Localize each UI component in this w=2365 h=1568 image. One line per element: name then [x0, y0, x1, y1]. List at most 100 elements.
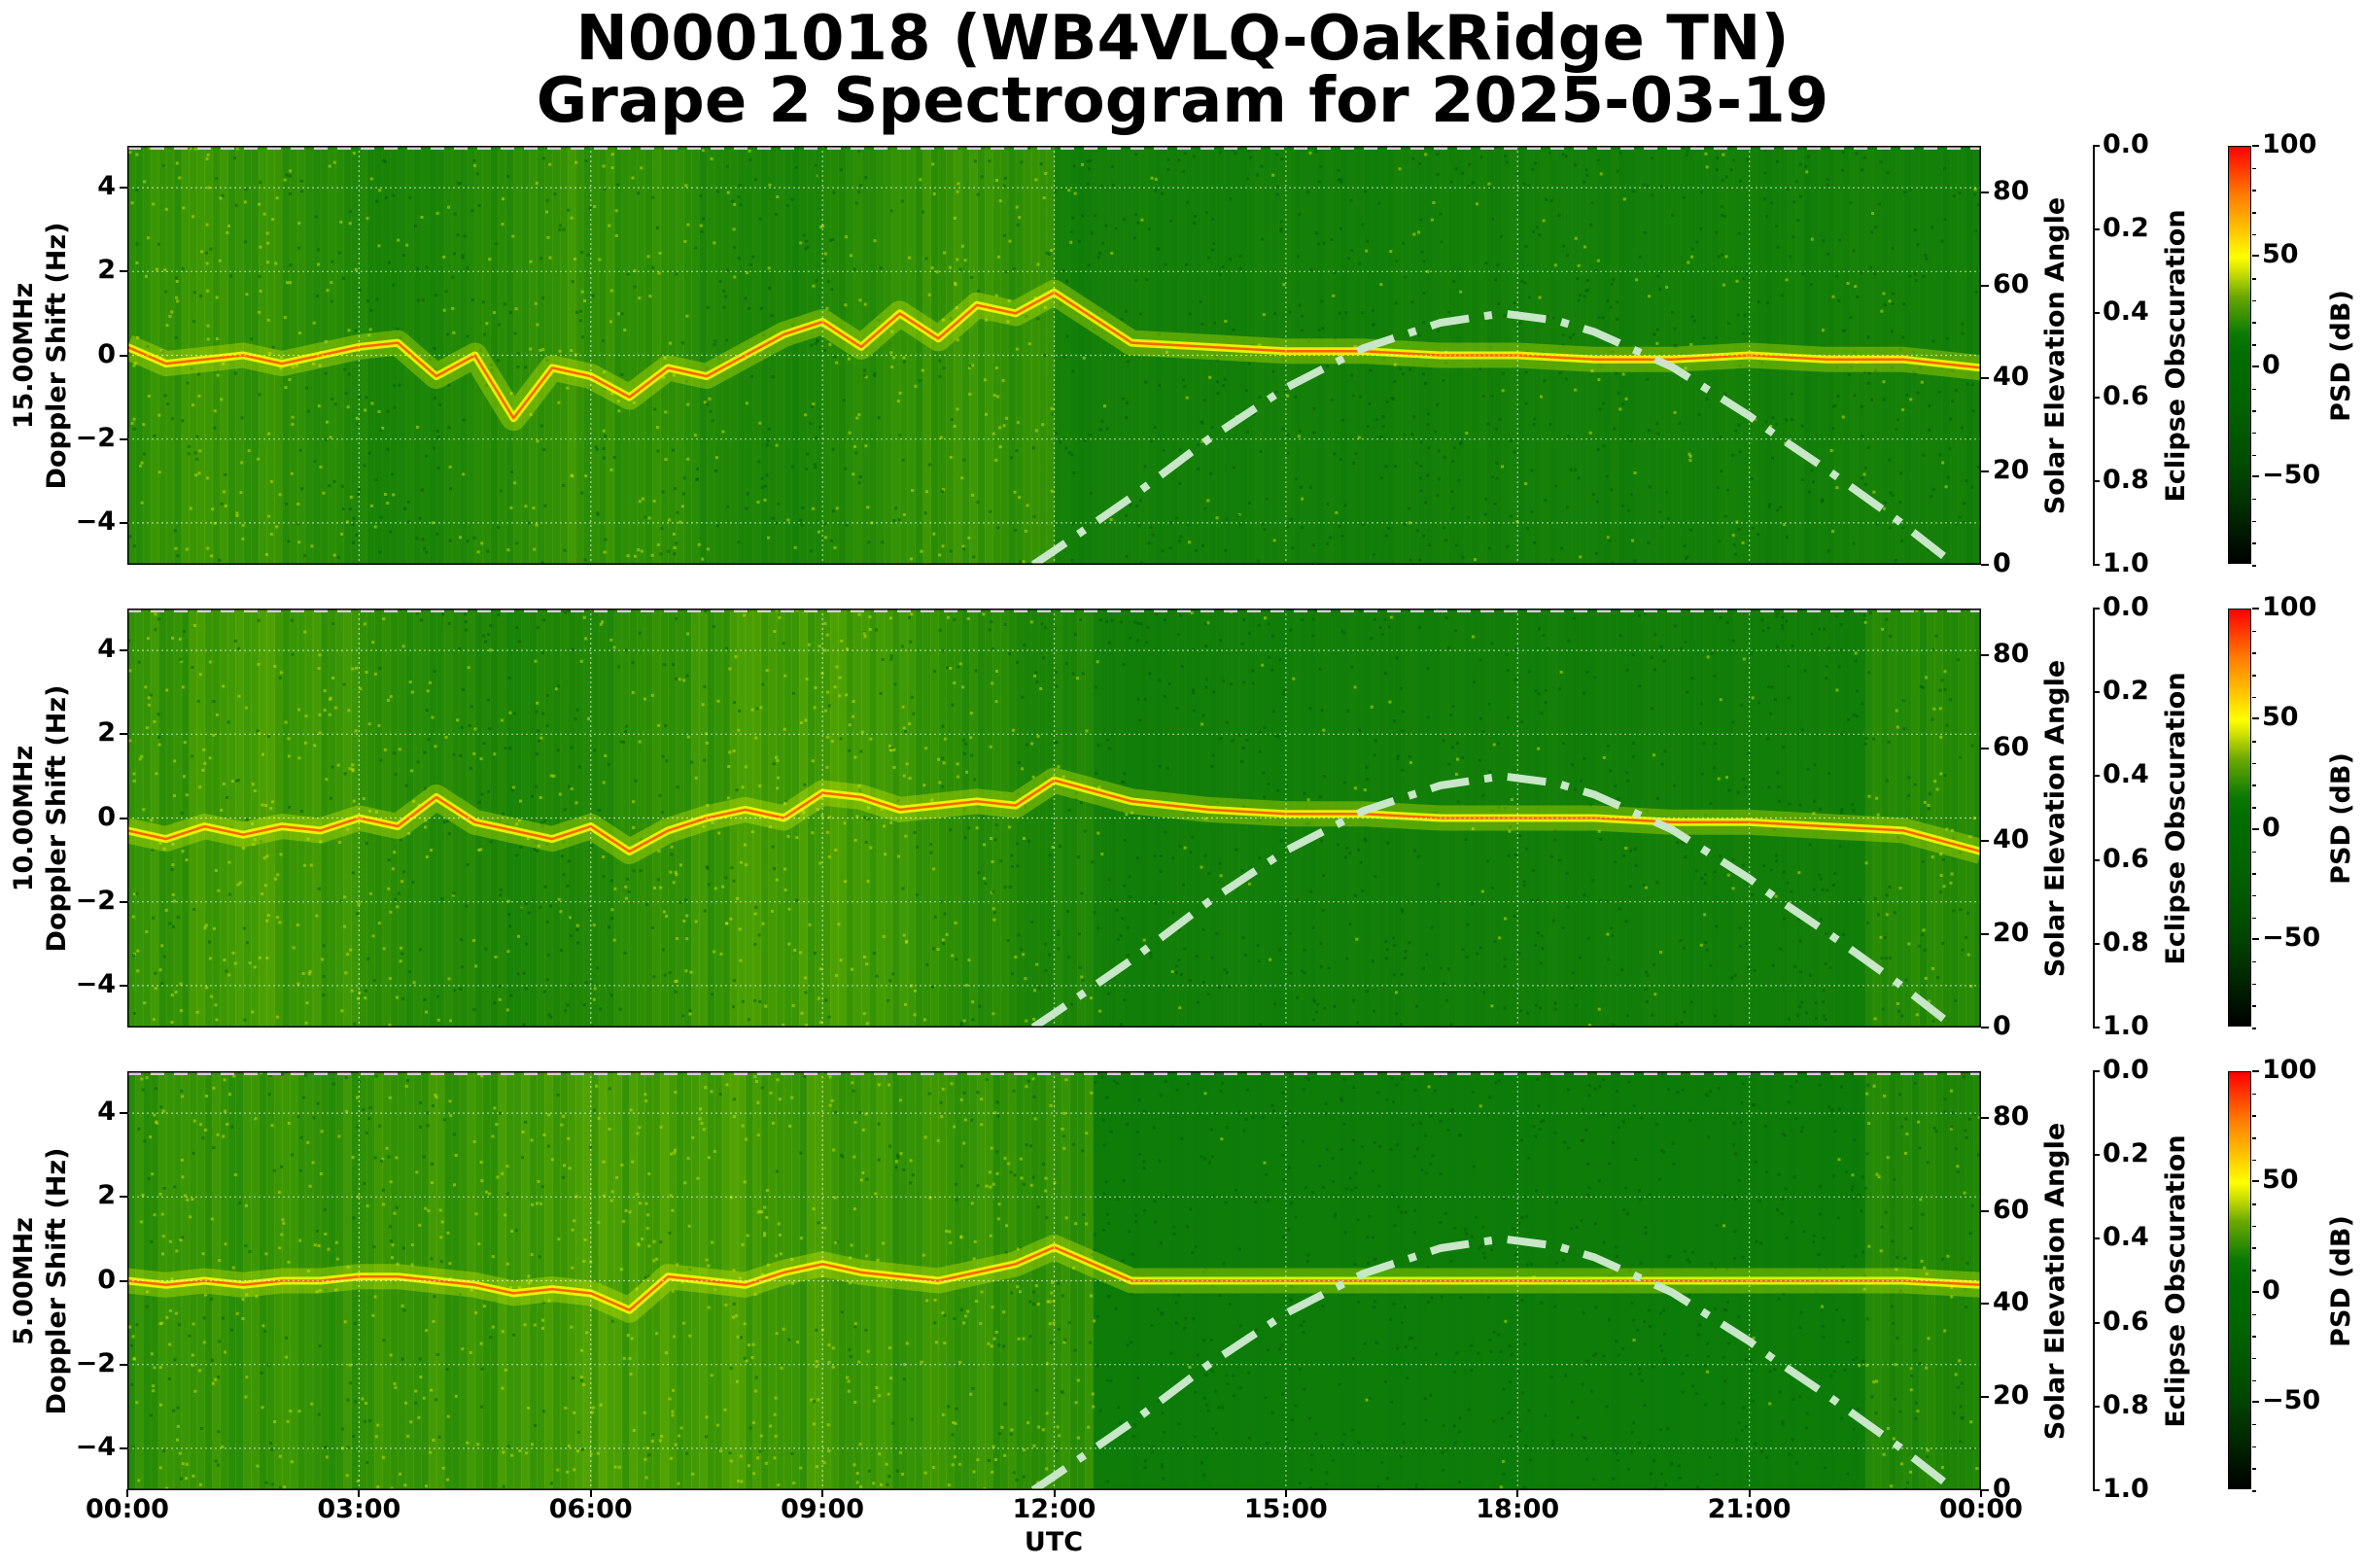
- x-tick: [1516, 1489, 1519, 1497]
- colorbar-minor-tick: [2252, 1313, 2256, 1316]
- x-tick: [1748, 1489, 1751, 1497]
- solar-tick-label: 20: [1993, 455, 2030, 486]
- eclipse-tick-label: 0.8: [2103, 464, 2149, 495]
- eclipse-tick: [2093, 312, 2100, 315]
- y-tick: [120, 1446, 127, 1449]
- y-tick: [120, 1279, 127, 1282]
- x-tick-label: 00:00: [86, 1494, 169, 1524]
- y-tick: [120, 1112, 127, 1115]
- colorbar-tick: [2252, 938, 2259, 941]
- solar-tick-label: 20: [1993, 1380, 2030, 1411]
- y-tick-label: −4: [75, 968, 116, 999]
- colorbar-tick: [2252, 717, 2259, 720]
- x-tick: [589, 1489, 592, 1497]
- eclipse-tick-label: 0.8: [2103, 926, 2149, 958]
- y-tick-label: 2: [97, 1180, 116, 1211]
- solar-tick: [1981, 1027, 1989, 1028]
- colorbar-minor-tick: [2252, 542, 2256, 544]
- eclipse-tick-label: 0.8: [2103, 1389, 2149, 1420]
- x-tick: [1980, 1489, 1982, 1497]
- colorbar-tick-label: 50: [2262, 702, 2299, 733]
- eclipse-tick: [2093, 691, 2100, 694]
- x-tick: [821, 1489, 824, 1497]
- solar-elevation-curve: [1030, 309, 1958, 565]
- eclipse-axis-label: Eclipse Obscuration: [2161, 671, 2191, 965]
- eclipse-tick: [2093, 145, 2100, 147]
- eclipse-tick: [2093, 608, 2100, 610]
- eclipse-axis-spine: [2093, 609, 2095, 1028]
- x-tick-label: 12:00: [1012, 1494, 1096, 1524]
- colorbar-minor-tick: [2252, 1137, 2256, 1139]
- solar-tick: [1981, 284, 1989, 287]
- eclipse-tick-label: 1.0: [2103, 548, 2149, 578]
- frequency-label: 5.00MHz: [9, 1216, 39, 1345]
- spectrogram-image: [127, 609, 1981, 1028]
- chart-title-line2: Grape 2 Spectrogram for 2025-03-19: [536, 65, 1829, 137]
- spectrogram-image: [127, 1071, 1981, 1490]
- solar-tick: [1981, 470, 1989, 473]
- eclipse-axis-label: Eclipse Obscuration: [2161, 208, 2191, 503]
- spectrogram-plot: [127, 146, 1981, 565]
- solar-tick: [1981, 1396, 1989, 1399]
- y-tick-label: 2: [97, 717, 116, 749]
- colorbar-minor-tick: [2252, 1093, 2256, 1096]
- solar-tick: [1981, 1209, 1989, 1212]
- x-tick-label: 03:00: [317, 1494, 401, 1524]
- eclipse-tick: [2093, 479, 2100, 482]
- solar-tick-label: 60: [1993, 1194, 2030, 1225]
- eclipse-tick-label: 0.2: [2103, 1138, 2149, 1169]
- spectrogram-plot: [127, 609, 1981, 1028]
- eclipse-tick: [2093, 1321, 2100, 1324]
- eclipse-tick: [2093, 1070, 2100, 1072]
- colorbar-minor-tick: [2252, 851, 2256, 854]
- solar-tick: [1981, 564, 1989, 566]
- eclipse-tick: [2093, 1154, 2100, 1157]
- psd-colorbar: [2228, 609, 2251, 1027]
- solar-tick-label: 60: [1993, 731, 2030, 762]
- colorbar-tick: [2252, 1401, 2259, 1404]
- colorbar-minor-tick: [2252, 322, 2256, 324]
- colorbar-minor-tick: [2252, 167, 2256, 170]
- colorbar-minor-tick: [2252, 917, 2256, 920]
- colorbar-minor-tick: [2252, 652, 2256, 654]
- y-tick-label: 0: [97, 338, 116, 369]
- solar-tick-label: 40: [1993, 362, 2030, 393]
- eclipse-tick-label: 0.6: [2103, 843, 2149, 874]
- colorbar-minor-tick: [2252, 233, 2256, 236]
- colorbar-tick-label: 0: [2262, 812, 2280, 843]
- eclipse-tick-label: 0.6: [2103, 1306, 2149, 1337]
- colorbar-minor-tick: [2252, 741, 2256, 743]
- solar-tick-label: 80: [1993, 1100, 2030, 1132]
- solar-elevation-axis-label: Solar Elevation Angle: [2040, 1122, 2070, 1440]
- colorbar-tick-label: 0: [2262, 349, 2280, 380]
- solar-elevation-axis-label: Solar Elevation Angle: [2040, 659, 2070, 977]
- colorbar-minor-tick: [2252, 278, 2256, 280]
- solar-tick: [1981, 191, 1989, 193]
- y-tick-label: 4: [97, 634, 116, 665]
- eclipse-tick: [2093, 858, 2100, 861]
- eclipse-tick: [2093, 1027, 2100, 1028]
- colorbar-minor-tick: [2252, 1005, 2256, 1007]
- solar-tick-label: 40: [1993, 824, 2030, 855]
- eclipse-tick-label: 1.0: [2103, 1474, 2149, 1504]
- solar-tick: [1981, 933, 1989, 936]
- eclipse-tick-label: 0.4: [2103, 296, 2149, 328]
- colorbar-minor-tick: [2252, 1028, 2256, 1029]
- eclipse-tick-label: 0.4: [2103, 1222, 2149, 1253]
- colorbar-minor-tick: [2252, 1336, 2256, 1338]
- colorbar-minor-tick: [2252, 1115, 2256, 1117]
- y-tick-label: 4: [97, 171, 116, 202]
- colorbar-tick-label: 100: [2262, 129, 2317, 159]
- colorbar-label: PSD (dB): [2326, 751, 2356, 885]
- y-tick: [120, 187, 127, 190]
- x-tick-label: 21:00: [1707, 1494, 1791, 1524]
- colorbar-tick-label: 0: [2262, 1274, 2280, 1306]
- solar-tick: [1981, 1489, 1989, 1491]
- colorbar-minor-tick: [2252, 784, 2256, 786]
- colorbar-minor-tick: [2252, 1468, 2256, 1470]
- colorbar-minor-tick: [2252, 873, 2256, 875]
- solar-tick: [1981, 1303, 1989, 1306]
- y-tick-label: 2: [97, 255, 116, 286]
- x-tick: [1053, 1489, 1056, 1497]
- colorbar-tick: [2252, 827, 2259, 830]
